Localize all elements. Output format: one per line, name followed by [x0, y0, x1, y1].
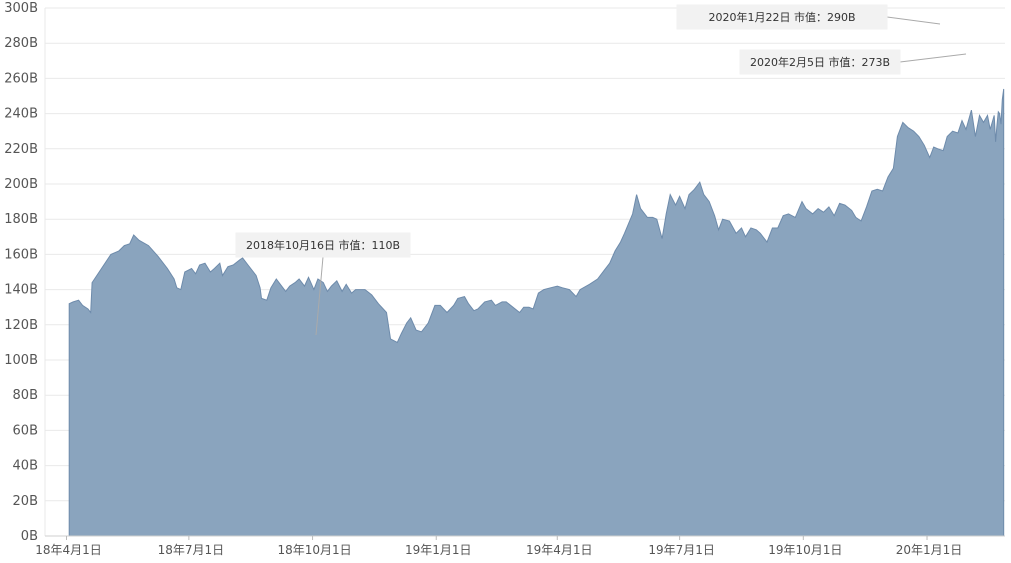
annotation-box	[739, 49, 901, 75]
x-tick-label: 20年1月1日	[896, 543, 963, 557]
y-tick-label: 40B	[13, 459, 38, 474]
y-tick-label: 0B	[21, 529, 38, 544]
x-tick-label: 19年7月1日	[648, 543, 715, 557]
annotation-label: 2020年2月5日 市值：273B	[750, 55, 890, 69]
y-tick-label: 220B	[4, 142, 38, 157]
x-tick-label: 19年10月1日	[768, 543, 842, 557]
y-tick-label: 140B	[4, 283, 38, 298]
annotations: 2018年10月16日 市值：110B 2020年1月22日 市值：290B 202…	[235, 4, 967, 336]
y-tick-label: 180B	[4, 212, 38, 227]
y-axis: 0B 20B 40B 60B 80B 100B 120B 140B 160B 180B 200B 22…	[4, 1, 38, 544]
x-tick-label: 19年1月1日	[405, 543, 472, 557]
annotation-leader-line	[899, 53, 967, 63]
annotation-callout: 2020年1月22日 市值：290B	[676, 4, 941, 30]
y-tick-label: 20B	[13, 494, 38, 509]
y-tick-label: 120B	[4, 318, 38, 333]
annotation-label: 2020年1月22日 市值：290B	[708, 10, 855, 24]
y-tick-label: 300B	[4, 1, 38, 16]
x-tick-label: 18年4月1日	[35, 543, 102, 557]
y-tick-label: 260B	[4, 71, 38, 86]
y-tick-label: 80B	[13, 388, 38, 403]
y-tick-label: 100B	[4, 353, 38, 368]
market-cap-area	[68, 88, 1005, 537]
annotation-callout: 2020年2月5日 市值：273B	[739, 49, 967, 75]
annotation-box	[235, 232, 411, 258]
x-tick-label: 18年7月1日	[158, 543, 225, 557]
annotation-leader-line	[315, 256, 324, 336]
annotation-label: 2018年10月16日 市值：110B	[246, 238, 400, 252]
x-tick-label: 19年4月1日	[526, 543, 593, 557]
x-axis: 18年4月1日 18年7月1日 18年10月1日 19年1月1日 19年4月1日 19年7…	[35, 535, 1005, 557]
annotation-leader-line	[886, 16, 941, 25]
y-tick-label: 240B	[4, 107, 38, 122]
x-tick-label: 18年10月1日	[277, 543, 351, 557]
annotation-callout: 2018年10月16日 市值：110B	[235, 232, 411, 336]
y-tick-label: 60B	[13, 423, 38, 438]
annotation-box	[676, 4, 888, 30]
y-tick-label: 160B	[4, 247, 38, 262]
area-layer	[68, 88, 1005, 537]
y-tick-label: 280B	[4, 36, 38, 51]
y-tick-label: 200B	[4, 177, 38, 192]
